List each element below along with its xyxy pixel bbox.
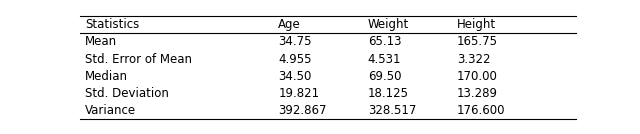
Text: Statistics: Statistics: [85, 18, 140, 31]
Text: 13.289: 13.289: [457, 87, 498, 100]
Text: Variance: Variance: [85, 104, 136, 117]
Text: Mean: Mean: [85, 35, 117, 48]
Text: 34.50: 34.50: [278, 70, 312, 83]
Text: 176.600: 176.600: [457, 104, 506, 117]
Text: 170.00: 170.00: [457, 70, 498, 83]
Text: 4.955: 4.955: [278, 53, 312, 66]
Text: 34.75: 34.75: [278, 35, 312, 48]
Text: 165.75: 165.75: [457, 35, 498, 48]
Text: 69.50: 69.50: [367, 70, 401, 83]
Text: 19.821: 19.821: [278, 87, 319, 100]
Text: Std. Deviation: Std. Deviation: [85, 87, 169, 100]
Text: Weight: Weight: [367, 18, 409, 31]
Text: 328.517: 328.517: [367, 104, 416, 117]
Text: 18.125: 18.125: [367, 87, 409, 100]
Text: Std. Error of Mean: Std. Error of Mean: [85, 53, 192, 66]
Text: Median: Median: [85, 70, 128, 83]
Text: 4.531: 4.531: [367, 53, 401, 66]
Text: 392.867: 392.867: [278, 104, 327, 117]
Text: Age: Age: [278, 18, 301, 31]
Text: 3.322: 3.322: [457, 53, 490, 66]
Text: 65.13: 65.13: [367, 35, 401, 48]
Text: Height: Height: [457, 18, 496, 31]
